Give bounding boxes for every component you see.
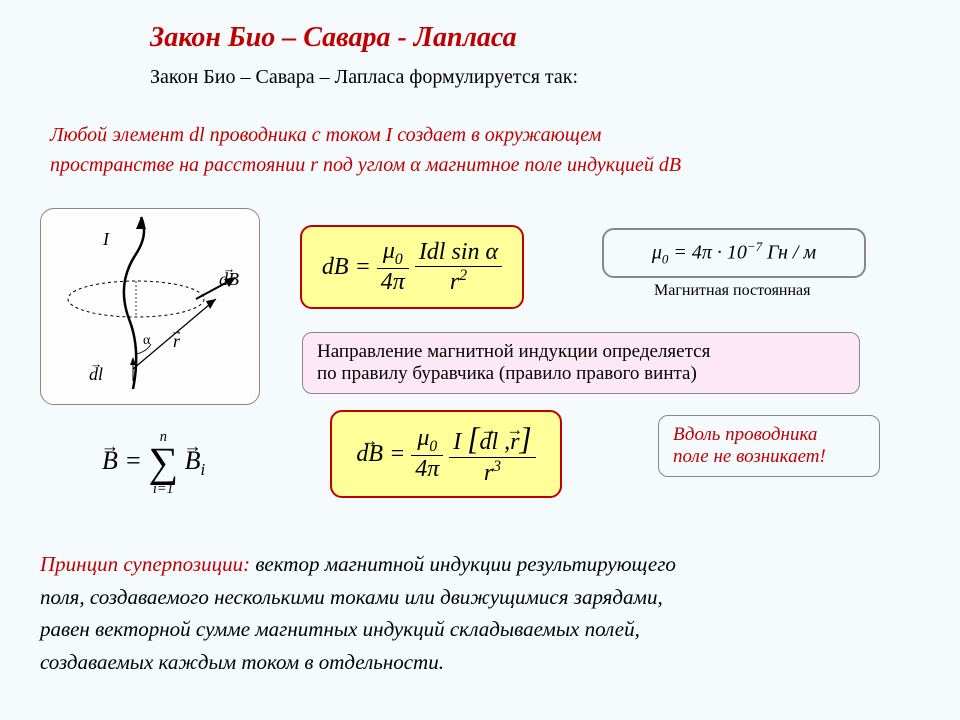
wire-diagram-box: I dB r α dl [40,208,260,405]
formula-biot-savart-scalar: dB = μ0 4π Idl sin α r2 [300,225,524,309]
sigma-icon: n ∑ i=1 [148,430,178,496]
no-field-line1: Вдоль проводника [673,424,865,446]
superposition-line2: поля, создаваемого несколькими токами ил… [40,581,676,614]
no-field-line2: поле не возникает! [673,446,865,468]
superposition-line3: равен векторной сумме магнитных индукций… [40,613,676,646]
diagram-label-alpha: α [143,333,150,349]
formula-vec-frac2: I [dl ,r] r3 [449,421,535,487]
wire-diagram-svg [41,209,259,404]
definition-line1: Любой элемент dl проводника с током I со… [50,120,681,150]
direction-rule-box: Направление магнитной индукции определяе… [302,332,860,394]
no-field-note-box: Вдоль проводника поле не возникает! [658,415,880,477]
mu0-constant-box: μ0 = 4π · 10−7 Гн / м [602,228,866,278]
diagram-label-dB: dB [219,269,239,290]
formula-vec-lhs: dB = [356,441,405,468]
direction-line1: Направление магнитной индукции определяе… [317,341,845,363]
mu0-expr: μ0 = 4π · 10−7 Гн / м [652,239,816,268]
formula-lhs: dB = [322,254,371,281]
diagram-label-I: I [103,229,109,250]
formula-biot-savart-vector: dB = μ0 4π I [dl ,r] r3 [330,410,562,498]
page-title: Закон Био – Савара - Лапласа [150,22,517,54]
definition-paragraph: Любой элемент dl проводника с током I со… [50,120,681,180]
mu0-caption: Магнитная постоянная [654,282,811,300]
superposition-line1: Принцип суперпозиции: вектор магнитной и… [40,548,676,581]
direction-line2: по правилу буравчика (правило правого ви… [317,363,845,385]
definition-line2: пространстве на расстоянии r под углом α… [50,150,681,180]
diagram-label-dl: dl [89,364,103,385]
page-subtitle: Закон Био – Савара – Лапласа формулирует… [150,66,578,89]
formula-frac1: μ0 4π [377,238,409,297]
superposition-text: Принцип суперпозиции: вектор магнитной и… [40,548,676,678]
superposition-line4: создаваемых каждым током в отдельности. [40,646,676,679]
superposition-formula: B = n ∑ i=1 Bi [102,430,205,496]
diagram-label-r: r [173,331,180,352]
formula-frac2: Idl sin α r2 [415,239,502,296]
formula-vec-frac1: μ0 4π [411,425,443,484]
